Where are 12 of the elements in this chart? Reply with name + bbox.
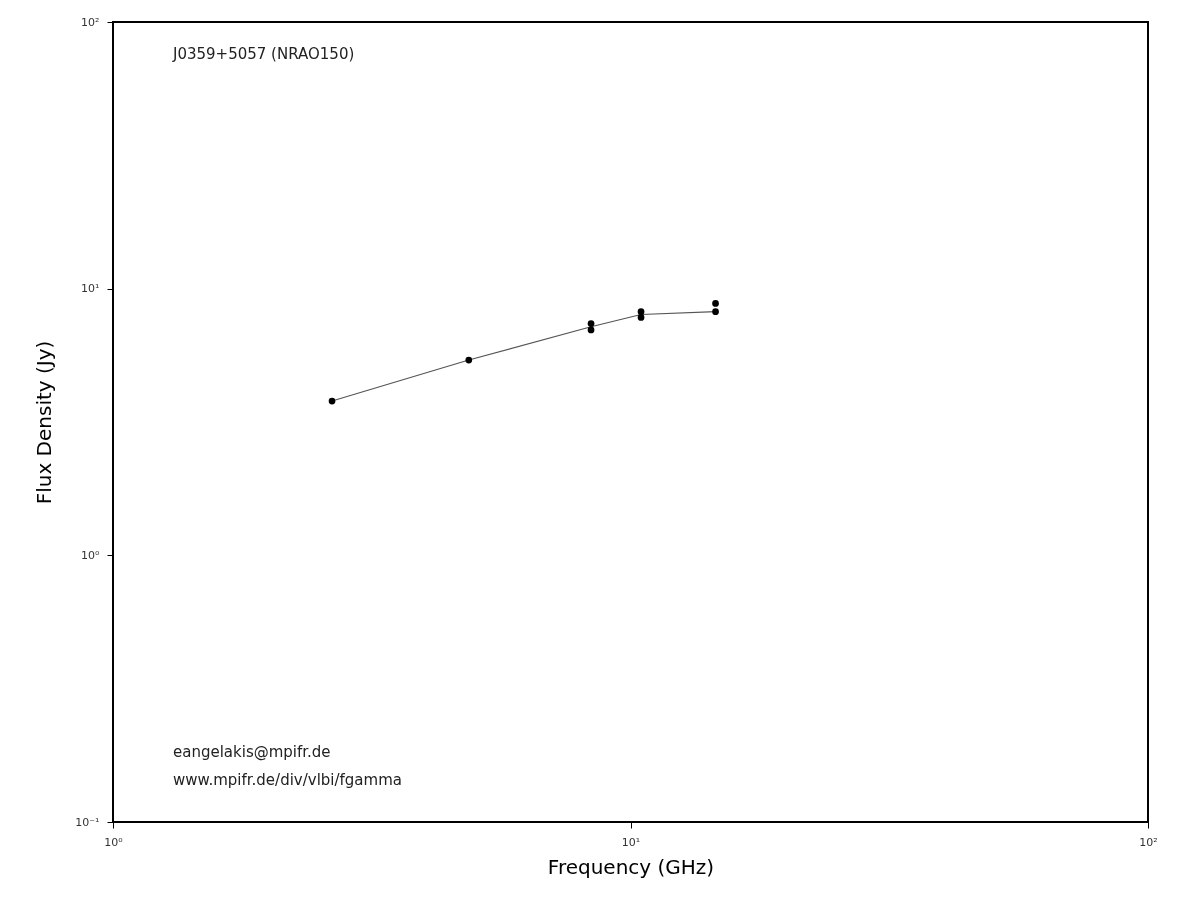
- x-axis-title: Frequency (GHz): [547, 854, 715, 879]
- y-tick-label: 10²: [81, 15, 100, 29]
- annotation: J0359+5057 (NRAO150): [172, 45, 355, 63]
- y-tick-label: 10⁻¹: [75, 815, 100, 829]
- y-tick-label: 10¹: [81, 282, 100, 296]
- annotation: eangelakis@mpifr.de: [173, 743, 331, 761]
- x-tick-label: 10¹: [621, 835, 641, 849]
- x-tick-label: 10⁰: [104, 835, 124, 849]
- x-tick-label: 10²: [1139, 835, 1158, 849]
- annotation: www.mpifr.de/div/vlbi/fgamma: [173, 771, 402, 789]
- y-tick-label: 10⁰: [81, 548, 101, 562]
- y-axis-title: Flux Density (Jy): [32, 340, 57, 505]
